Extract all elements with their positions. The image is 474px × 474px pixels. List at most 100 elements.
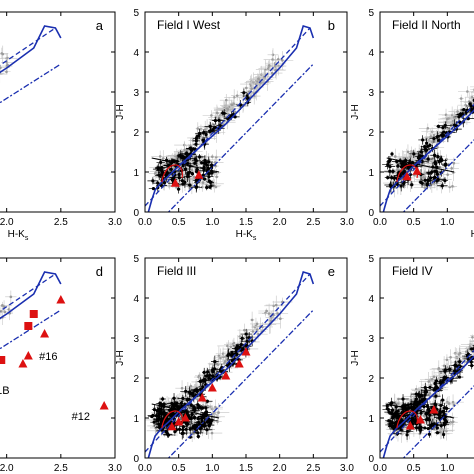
y-tick-label: 3 (133, 88, 139, 99)
reddening-line-upper (145, 273, 311, 453)
gray-star (251, 330, 255, 333)
ctts-locus (386, 157, 455, 173)
black-star (176, 187, 181, 191)
gray-star (396, 168, 399, 172)
reddening-line-upper (145, 27, 311, 207)
gray-star (230, 103, 234, 107)
gray-star (250, 87, 253, 90)
reddening-line-lower (0, 63, 62, 104)
x-tick-label: 2.0 (273, 463, 287, 474)
black-star (194, 136, 198, 141)
black-star (241, 347, 245, 351)
black-star (207, 175, 211, 179)
gray-star (450, 167, 453, 170)
black-star (189, 417, 193, 421)
black-star (187, 414, 191, 419)
isochrone-track (0, 271, 62, 320)
y-axis-label: J-H (115, 104, 126, 120)
x-tick-label: 0.5 (407, 217, 421, 228)
black-star (388, 169, 392, 173)
black-star (244, 332, 248, 336)
gray-star (211, 155, 214, 159)
red-triangle-marker (40, 329, 50, 338)
gray-star-errorbar (0, 74, 3, 75)
black-star (207, 423, 211, 427)
black-star (196, 431, 200, 435)
y-tick-label: 5 (368, 8, 374, 19)
red-triangle-marker (221, 371, 231, 380)
black-star (432, 136, 436, 141)
black-star (193, 157, 197, 161)
black-star (188, 427, 192, 431)
plot-area (380, 86, 474, 212)
plot-frame (0, 257, 116, 459)
black-star (430, 170, 434, 174)
gray-star (422, 176, 425, 179)
black-star (159, 410, 163, 414)
gray-star (0, 310, 3, 313)
isochrone-track (147, 25, 315, 212)
gray-star (267, 312, 271, 315)
gray-star (446, 173, 449, 176)
panel-title: Field I West (157, 18, 221, 32)
gray-star-errorbar (0, 309, 5, 311)
black-star (176, 406, 180, 410)
black-star (196, 134, 200, 138)
black-star (435, 135, 439, 139)
gray-star (214, 405, 217, 409)
gray-star (1, 52, 5, 56)
black-star (163, 412, 167, 416)
gray-star (9, 295, 13, 299)
gray-star (1, 304, 4, 307)
x-axis-label: H-Ks (8, 229, 29, 242)
x-tick-label: 2.5 (306, 217, 320, 228)
gray-star (5, 70, 8, 74)
y-tick-label: 3 (368, 88, 374, 99)
gray-star (393, 155, 397, 158)
black-star (428, 143, 432, 147)
gray-star (235, 94, 239, 97)
black-star (170, 401, 174, 406)
red-square-marker (24, 322, 33, 330)
black-star (421, 138, 425, 142)
black-star (193, 407, 197, 411)
red-triangle-marker (99, 401, 109, 410)
black-star (157, 415, 161, 419)
black-star (391, 169, 395, 173)
gray-star-errorbar (0, 63, 5, 84)
gray-star (189, 387, 192, 391)
red-triangle-marker (194, 170, 204, 179)
gray-star (451, 185, 454, 188)
y-tick-label: 4 (368, 48, 374, 59)
plot-area (380, 334, 474, 458)
black-star (152, 408, 157, 412)
gray-star (180, 386, 184, 390)
y-tick-label: 5 (133, 254, 139, 265)
panel-letter: a (96, 18, 104, 33)
gray-star (432, 182, 436, 185)
gray-star (210, 431, 214, 435)
gray-star (440, 427, 443, 430)
y-tick-label: 1 (133, 168, 139, 179)
x-tick-label: 3.0 (108, 217, 122, 228)
gray-star (214, 155, 218, 159)
y-tick-label: 1 (368, 168, 374, 179)
black-star (198, 132, 202, 136)
gray-star (268, 64, 271, 67)
x-tick-label: 1.0 (205, 217, 219, 228)
black-star (152, 420, 156, 424)
red-triangle-marker (180, 413, 190, 422)
black-star (425, 141, 429, 145)
red-triangle-marker (56, 295, 66, 304)
black-star (208, 124, 212, 128)
black-star (203, 158, 207, 162)
ctts-locus (151, 157, 220, 173)
gray-star (226, 108, 230, 111)
gray-star (216, 111, 219, 115)
black-star (180, 431, 184, 436)
gray-star (226, 344, 229, 348)
plot-frame (0, 11, 116, 213)
x-tick-label: 3.0 (340, 217, 354, 228)
plot-area (145, 25, 315, 212)
